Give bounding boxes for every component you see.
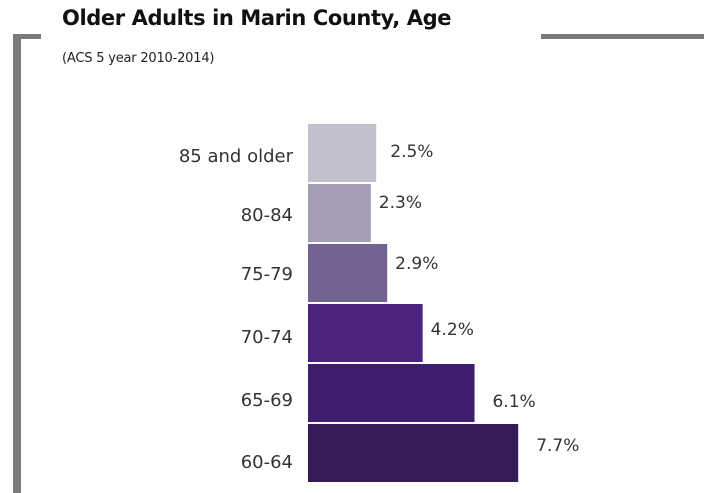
category-label: 80-84 bbox=[241, 205, 293, 226]
category-label: 75-79 bbox=[241, 264, 293, 285]
bar-70-74 bbox=[308, 304, 423, 362]
category-label: 60-64 bbox=[241, 452, 293, 473]
category-label: 85 and older bbox=[179, 146, 294, 167]
value-label: 2.3% bbox=[379, 193, 422, 213]
value-label: 2.9% bbox=[395, 254, 438, 274]
chart-title: Older Adults in Marin County, Age bbox=[62, 6, 452, 30]
chart-subtitle: (ACS 5 year 2010-2014) bbox=[62, 51, 215, 66]
bar-85-and-older bbox=[308, 124, 377, 182]
value-label: 6.1% bbox=[493, 392, 536, 412]
value-label: 2.5% bbox=[390, 142, 433, 162]
value-label: 7.7% bbox=[536, 436, 579, 456]
bar-65-69 bbox=[308, 364, 475, 422]
category-label: 65-69 bbox=[241, 390, 293, 411]
bar-80-84 bbox=[308, 184, 371, 242]
value-label: 4.2% bbox=[431, 320, 474, 340]
frame-top-right-border bbox=[541, 34, 704, 39]
bar-60-64 bbox=[308, 424, 519, 482]
category-label: 70-74 bbox=[241, 327, 293, 348]
bar-75-79 bbox=[308, 244, 388, 302]
frame-top-left-border bbox=[13, 34, 41, 39]
frame-left-border bbox=[13, 34, 21, 493]
